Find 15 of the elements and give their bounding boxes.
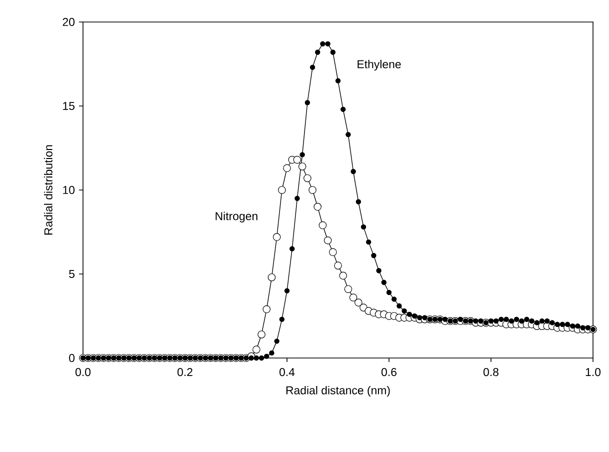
x-tick-label: 0.6 [381, 368, 396, 376]
x-tick-label: 0.4 [279, 368, 295, 376]
series-label: Ethylene [358, 60, 401, 71]
x-tick-label: 1.0 [586, 368, 601, 376]
x-tick-label: 0.8 [484, 368, 498, 376]
y-tick-label: 20 [62, 18, 75, 26]
y-axis-title: Radial distribution [44, 145, 52, 235]
x-axis-title: Radial distance (nm) [286, 386, 390, 397]
y-tick-label: 0 [69, 354, 75, 362]
series-label: Nitrogen [216, 212, 258, 222]
x-tick-label: 0.2 [178, 368, 192, 376]
y-tick-label: 5 [69, 270, 75, 278]
y-tick-label: 15 [63, 102, 75, 110]
x-tick-label: 0.0 [75, 368, 91, 376]
y-tick-label: 10 [63, 186, 75, 194]
